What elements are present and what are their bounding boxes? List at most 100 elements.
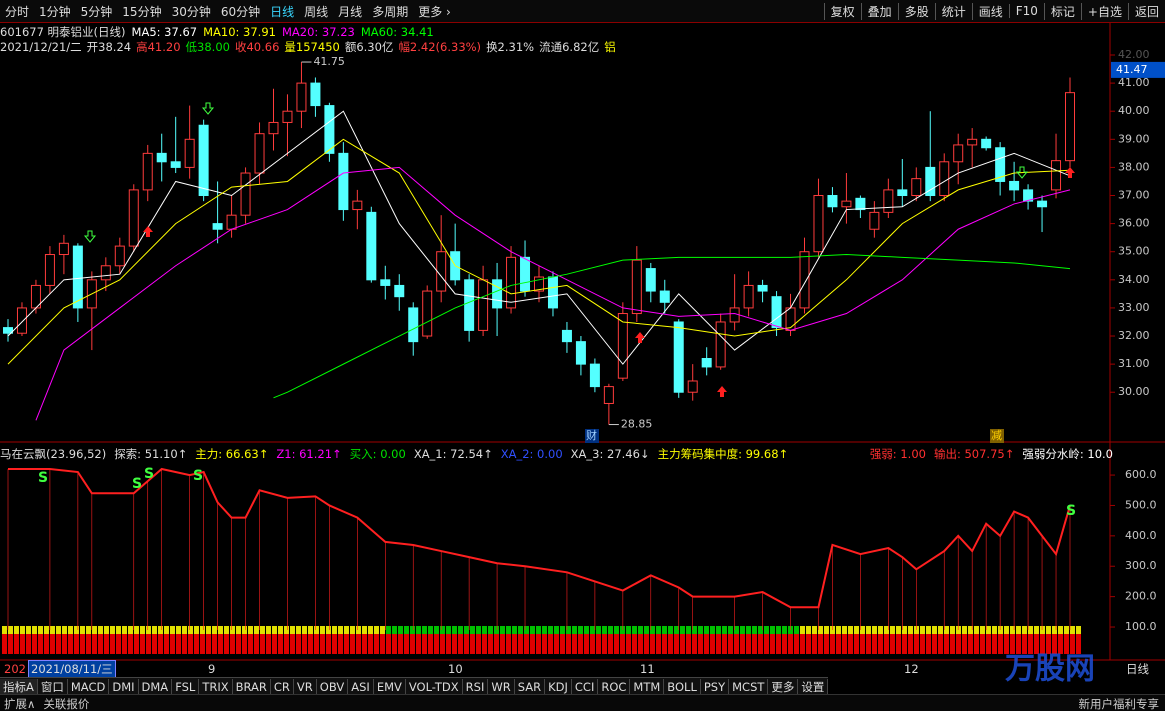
volume-band	[920, 626, 925, 634]
toolbar-item[interactable]: F10	[1008, 4, 1044, 18]
indicator-tab[interactable]: MCST	[729, 678, 769, 695]
volume-band	[74, 634, 79, 654]
volume-band	[452, 634, 457, 654]
volume-band	[272, 634, 277, 654]
toolbar-item[interactable]: 复权	[823, 2, 861, 20]
volume-band	[614, 626, 619, 634]
toolbar-item[interactable]: 多周期	[372, 4, 409, 19]
footer-item[interactable]: 关联报价	[43, 696, 90, 711]
indicator-tab[interactable]: FSL	[172, 678, 200, 695]
candle-body	[72, 245, 83, 309]
indicator-tab[interactable]: BRAR	[233, 678, 271, 695]
volume-band	[308, 626, 313, 634]
candle-body	[324, 105, 335, 154]
toolbar-item[interactable]: 画线	[971, 2, 1009, 20]
volume-band	[386, 626, 391, 634]
toolbar-item[interactable]: 叠加	[860, 2, 898, 20]
toolbar-item[interactable]: 30分钟	[171, 4, 211, 19]
ma-line	[7, 138, 1071, 365]
volume-band	[356, 634, 361, 654]
volume-band	[794, 626, 799, 634]
indicator-tab[interactable]: CR	[271, 678, 294, 695]
indicator-tab[interactable]: CCI	[572, 678, 599, 695]
toolbar-item[interactable]: 5分钟	[80, 4, 113, 19]
indicator-tab[interactable]: RSI	[463, 678, 489, 695]
indicator-tab[interactable]: OBV	[317, 678, 349, 695]
volume-band	[182, 626, 187, 634]
volume-band	[554, 634, 559, 654]
indicator-tab[interactable]: DMI	[109, 678, 139, 695]
toolbar-item[interactable]: 1分钟	[39, 4, 71, 19]
volume-band	[896, 626, 901, 634]
volume-band	[128, 626, 133, 634]
signal-label: S	[1066, 503, 1076, 519]
volume-band	[500, 626, 505, 634]
sell-arrow	[83, 230, 97, 243]
indicator-tab[interactable]: ROC	[598, 678, 631, 695]
indicator-tab[interactable]: PSY	[701, 678, 730, 695]
indicator-tab[interactable]: 设置	[798, 678, 829, 695]
signal-label: S	[38, 470, 48, 486]
candle-body	[394, 284, 405, 298]
footer-item[interactable]: 扩展∧	[4, 696, 36, 711]
toolbar-item[interactable]: 60分钟	[220, 4, 261, 19]
footer-item[interactable]: 新用户福利专享	[1078, 696, 1160, 711]
indicator-tab[interactable]: ASI	[348, 678, 374, 695]
volume-band	[74, 626, 79, 634]
volume-band	[878, 626, 883, 634]
volume-band	[194, 626, 199, 634]
volume-band	[1004, 634, 1009, 654]
volume-band	[602, 626, 607, 634]
indicator-tab[interactable]: WR	[488, 678, 515, 695]
toolbar-item[interactable]: 15分钟	[122, 4, 162, 19]
volume-band	[716, 626, 721, 634]
toolbar-item[interactable]: 统计	[934, 2, 972, 20]
indicator-tab[interactable]: MTM	[630, 678, 665, 695]
indicator-tab[interactable]: DMA	[139, 678, 173, 695]
toolbar-item[interactable]: 周线	[304, 4, 329, 19]
volume-band	[110, 626, 115, 634]
candle-body	[240, 172, 251, 216]
volume-band	[590, 626, 595, 634]
toolbar-item[interactable]: 更多 ›	[418, 4, 451, 19]
toolbar-item[interactable]: 日线	[270, 4, 295, 19]
indicator-tab[interactable]: VR	[294, 678, 317, 695]
toolbar-item[interactable]: 标记	[1043, 2, 1081, 20]
indicator-tab[interactable]: VOL-TDX	[406, 678, 463, 695]
volume-band	[86, 626, 91, 634]
volume-band	[938, 634, 943, 654]
indicator-tab[interactable]: 窗口	[38, 678, 68, 695]
indicator-tab[interactable]: KDJ	[545, 678, 572, 695]
volume-band	[728, 634, 733, 654]
indicator-tab[interactable]: BOLL	[664, 678, 701, 695]
volume-band	[158, 626, 163, 634]
volume-band	[878, 634, 883, 654]
toolbar-item[interactable]: 分时	[5, 4, 30, 19]
volume-band	[212, 634, 217, 654]
toolbar-item[interactable]: 返回	[1127, 2, 1165, 20]
volume-band	[266, 626, 271, 634]
indicator-tab[interactable]: 指标A	[0, 678, 38, 695]
indicator-tab[interactable]: MACD	[68, 678, 110, 695]
indicator-tab[interactable]: EMV	[374, 678, 406, 695]
volume-band	[698, 626, 703, 634]
volume-band	[818, 626, 823, 634]
volume-band	[170, 634, 175, 654]
indicator-tab[interactable]: 更多	[768, 678, 799, 695]
toolbar-item[interactable]: 多股	[897, 2, 935, 20]
volume-band	[860, 626, 865, 634]
toolbar-item[interactable]: 月线	[338, 4, 363, 19]
toolbar-item[interactable]: +自选	[1080, 2, 1128, 20]
volume-band	[770, 626, 775, 634]
volume-band	[350, 626, 355, 634]
date-label: 11	[640, 662, 655, 676]
volume-band	[692, 626, 697, 634]
volume-band	[890, 634, 895, 654]
indicator-tab[interactable]: TRIX	[199, 678, 233, 695]
candle-body	[16, 307, 27, 334]
indicator-tab[interactable]: SAR	[515, 678, 546, 695]
candle-body	[310, 82, 321, 107]
volume-band	[248, 634, 253, 654]
candle-body	[1037, 200, 1048, 208]
